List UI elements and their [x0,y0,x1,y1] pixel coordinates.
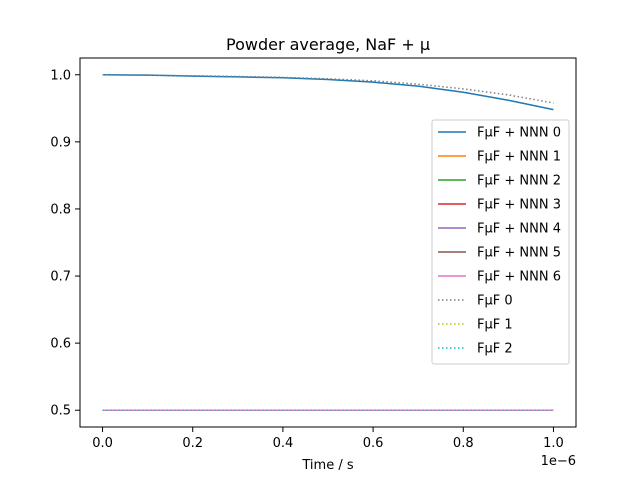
y-tick-label: 0.8 [50,202,71,217]
x-axis-label: Time / s [301,458,353,473]
y-axis-ticks: 0.5 0.6 0.7 0.8 0.9 1.0 [50,68,80,419]
x-tick-label: 0.0 [92,436,113,451]
legend-label: FμF + NNN 5 [477,246,561,261]
x-tick-label: 0.4 [273,436,294,451]
plot-area [102,74,554,411]
y-tick-label: 0.5 [50,404,71,419]
legend-label: FμF 2 [477,342,513,357]
x-tick-label: 0.6 [363,436,384,451]
legend-label: FμF + NNN 2 [477,174,561,189]
x-tick-label: 0.2 [182,436,203,451]
x-tick-label: 1.0 [543,436,564,451]
x-tick-label: 0.8 [453,436,474,451]
x-axis-ticks: 0.0 0.2 0.4 0.6 0.8 1.0 [92,427,564,451]
y-tick-label: 0.9 [50,135,71,150]
y-tick-label: 0.6 [50,337,71,352]
axes-frame [79,57,577,428]
chart-title: Powder average, NaF + μ [226,35,430,54]
series-line-f-f-nnn-0 [102,74,554,111]
legend: FμF + NNN 0 FμF + NNN 1 FμF + NNN 2 FμF + N… [431,119,570,365]
legend-label: FμF + NNN 0 [477,126,561,141]
legend-label: FμF + NNN 4 [477,222,561,237]
legend-label: FμF 1 [477,318,513,333]
series-lines [102,74,554,411]
legend-label: FμF + NNN 3 [477,198,561,213]
x-axis-offset-label: 1e−6 [541,454,576,469]
legend-label: FμF + NNN 6 [477,270,561,285]
y-tick-label: 1.0 [50,68,71,83]
legend-label: FμF 0 [477,294,513,309]
legend-label: FμF + NNN 1 [477,150,561,165]
y-tick-label: 0.7 [50,270,71,285]
legend-box [431,119,570,365]
series-line-f-f-0 [102,74,554,104]
